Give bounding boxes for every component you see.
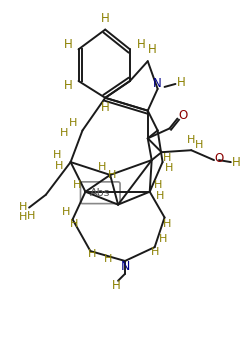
Text: H: H: [187, 135, 196, 145]
Text: H: H: [52, 150, 61, 160]
Text: N: N: [153, 77, 162, 91]
Text: H: H: [19, 213, 27, 222]
Text: H: H: [101, 101, 110, 114]
Text: H: H: [70, 219, 78, 230]
Text: H: H: [163, 219, 172, 230]
Text: H: H: [154, 180, 162, 190]
Text: H: H: [156, 191, 164, 201]
Text: Abs: Abs: [90, 188, 110, 198]
Text: H: H: [232, 156, 240, 168]
Text: H: H: [62, 206, 70, 217]
Text: H: H: [108, 170, 116, 180]
Text: H: H: [64, 38, 73, 51]
Text: H: H: [163, 153, 172, 163]
Text: H: H: [150, 247, 159, 257]
Text: H: H: [19, 202, 27, 212]
Text: H: H: [27, 212, 35, 221]
Text: H: H: [60, 128, 68, 138]
Text: O: O: [214, 152, 224, 165]
FancyBboxPatch shape: [80, 182, 120, 204]
Text: H: H: [64, 79, 73, 93]
Text: H: H: [195, 140, 203, 150]
Text: N: N: [120, 260, 130, 274]
Text: H: H: [54, 161, 63, 171]
Text: H: H: [98, 162, 106, 172]
Text: H: H: [68, 118, 77, 127]
Text: H: H: [88, 249, 96, 259]
Text: H: H: [112, 279, 120, 292]
Text: H: H: [101, 12, 110, 25]
Text: H: H: [177, 77, 186, 89]
Text: H: H: [136, 38, 145, 51]
Text: H: H: [104, 254, 112, 264]
Text: H: H: [73, 180, 82, 190]
Text: O: O: [179, 109, 188, 122]
Text: H: H: [158, 234, 167, 244]
Text: H: H: [148, 43, 157, 56]
Text: H: H: [165, 163, 174, 173]
